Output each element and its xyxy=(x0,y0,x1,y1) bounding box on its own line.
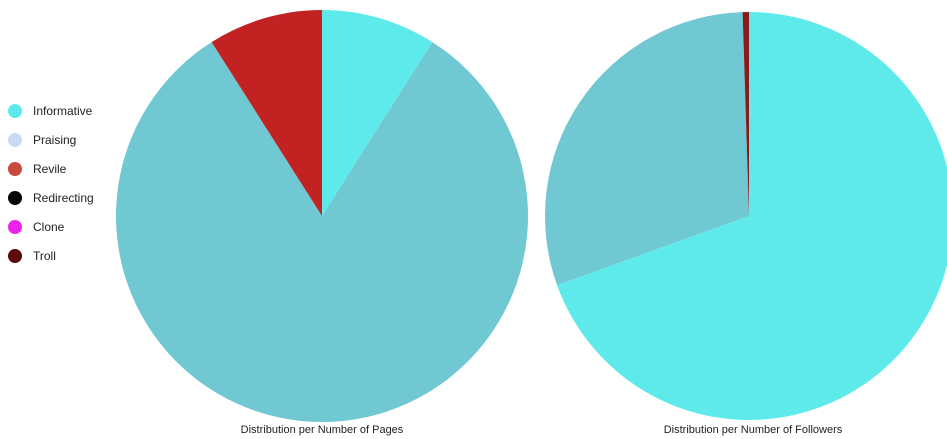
pie-chart-pages xyxy=(116,10,528,422)
pie-chart-followers xyxy=(545,12,947,420)
chart-title-followers: Distribution per Number of Followers xyxy=(603,424,903,436)
chart-title-pages: Distribution per Number of Pages xyxy=(172,424,472,436)
